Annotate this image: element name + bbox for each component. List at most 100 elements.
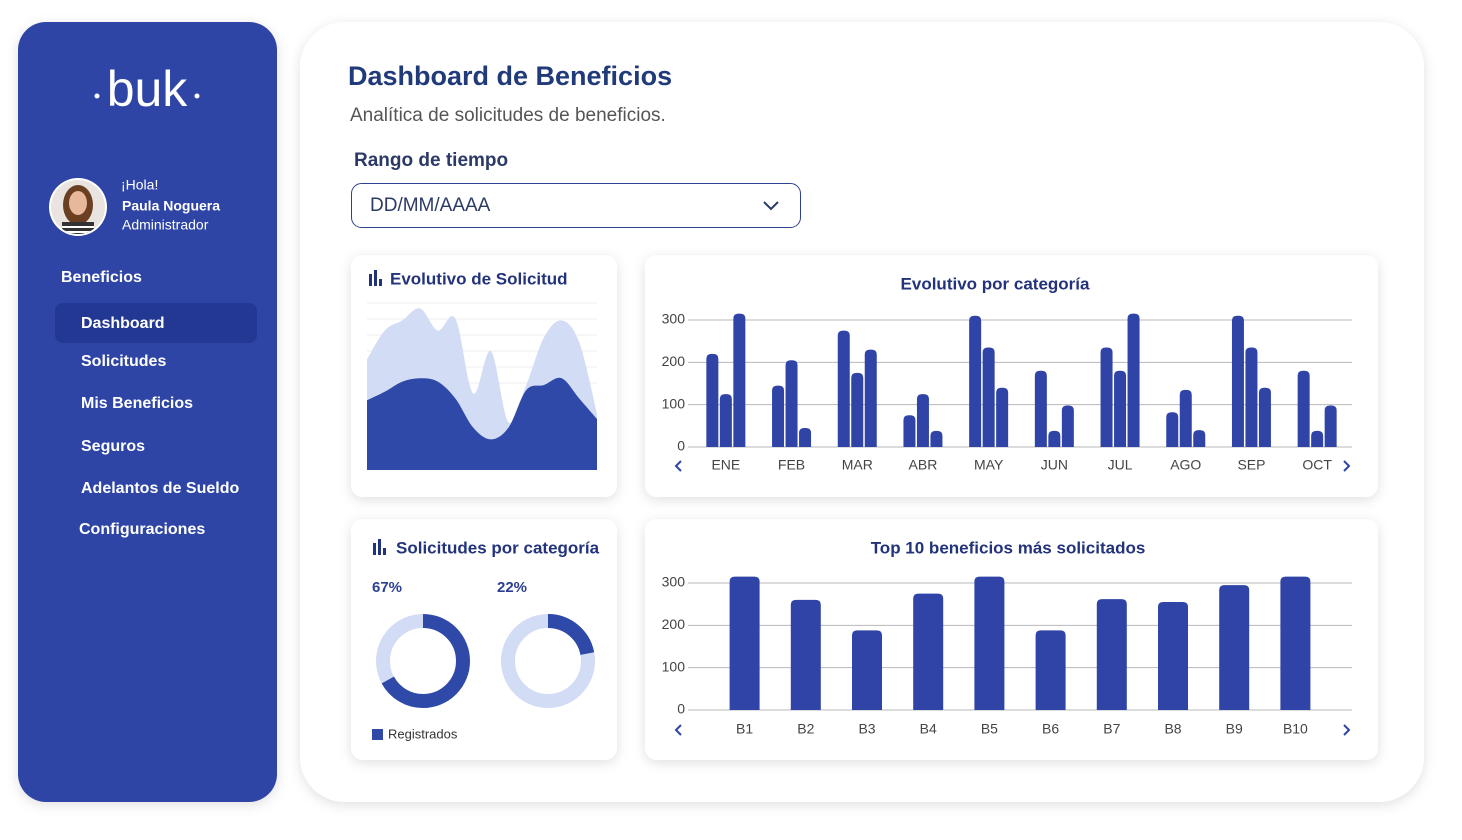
bar <box>916 394 929 447</box>
bar <box>729 576 760 710</box>
bar <box>1127 313 1140 447</box>
x-tick-label: ABR <box>909 457 938 473</box>
date-dropdown[interactable] <box>351 183 801 228</box>
bar <box>1231 315 1244 447</box>
user-name: Paula Noguera <box>122 198 220 214</box>
y-tick-label: 300 <box>662 574 686 590</box>
bar <box>1114 370 1127 447</box>
bar <box>790 599 821 710</box>
y-tick-label: 200 <box>662 353 686 369</box>
x-tick-label: B6 <box>1042 721 1059 737</box>
nav-section[interactable]: Beneficios <box>61 269 142 286</box>
page-title: Dashboard de Beneficios <box>348 61 672 91</box>
user-role: Administrador <box>122 217 209 233</box>
y-tick-label: 0 <box>677 438 685 454</box>
nav-item[interactable]: Configuraciones <box>79 521 205 538</box>
chart-title: Solicitudes por categoría <box>396 538 600 557</box>
legend-swatch <box>372 729 383 740</box>
logo-dot <box>94 93 100 99</box>
bar <box>851 372 864 447</box>
bar <box>852 630 882 710</box>
bar <box>1193 430 1206 447</box>
bar <box>1034 370 1047 447</box>
bar <box>903 415 916 447</box>
bar <box>982 347 995 447</box>
bar <box>1048 430 1061 447</box>
range-label: Rango de tiempo <box>354 150 508 171</box>
x-tick-label: B3 <box>858 721 875 737</box>
bar <box>930 430 943 447</box>
chart-title: Evolutivo por categoría <box>901 274 1090 293</box>
avatar <box>51 180 105 234</box>
bar <box>1258 387 1271 447</box>
nav-item[interactable]: Adelantos de Sueldo <box>81 480 239 497</box>
nav-item[interactable]: Solicitudes <box>81 353 166 370</box>
y-tick-label: 0 <box>677 701 685 717</box>
pager-arrows[interactable] <box>674 460 1351 736</box>
nav-active <box>55 303 257 343</box>
x-tick-label: B7 <box>1103 721 1120 737</box>
bar <box>719 394 732 447</box>
date-placeholder: DD/MM/AAAA <box>370 195 491 216</box>
donut-arc <box>376 614 470 708</box>
donut-arc <box>501 614 595 708</box>
bar <box>1280 576 1311 710</box>
value-label: 67% <box>372 579 402 596</box>
x-tick-label: SEP <box>1237 457 1265 473</box>
x-tick-label: B10 <box>1283 721 1308 737</box>
bar <box>1166 412 1179 447</box>
legend-label: Registrados <box>388 726 458 741</box>
x-tick-label: AGO <box>1170 457 1201 473</box>
x-tick-label: B5 <box>981 721 998 737</box>
bar <box>913 593 944 710</box>
x-tick-label: B1 <box>736 721 753 737</box>
chart-title: Top 10 beneficios más solicitados <box>871 538 1146 557</box>
area <box>367 377 597 470</box>
bar <box>1297 370 1310 447</box>
card <box>645 519 1378 760</box>
page-subtitle: Analítica de solicitudes de beneficios. <box>350 105 666 126</box>
bar <box>1061 405 1074 447</box>
y-tick-label: 100 <box>662 658 686 674</box>
bar <box>772 385 785 447</box>
bar <box>706 353 719 447</box>
bar <box>1096 599 1127 710</box>
bar <box>996 387 1009 447</box>
logo-dot <box>194 93 200 99</box>
x-tick-label: JUN <box>1041 457 1068 473</box>
bar <box>1324 405 1337 447</box>
x-tick-label: ENE <box>711 457 740 473</box>
bar <box>1158 602 1188 710</box>
y-tick-label: 300 <box>662 311 686 327</box>
bar <box>837 330 850 447</box>
bar <box>969 315 982 447</box>
chart-icon <box>373 539 386 555</box>
bar <box>1245 347 1258 447</box>
nav-item[interactable]: Seguros <box>81 438 145 455</box>
bar <box>974 576 1005 710</box>
x-tick-label: B4 <box>920 721 937 737</box>
x-tick-label: JUL <box>1108 457 1133 473</box>
dropdown-chevron[interactable] <box>763 201 779 211</box>
greeting: ¡Hola! <box>121 177 158 193</box>
bar <box>785 360 798 447</box>
bar <box>1219 585 1250 710</box>
x-tick-label: MAR <box>842 457 873 473</box>
chart-icon <box>369 270 382 286</box>
value-label: 22% <box>497 579 527 596</box>
bar <box>1311 430 1324 447</box>
bar <box>1179 389 1192 447</box>
chart-title: Evolutivo de Solicitud <box>390 269 568 288</box>
x-tick-label: B2 <box>797 721 814 737</box>
bar <box>799 427 812 447</box>
bar <box>1035 630 1066 710</box>
y-tick-label: 100 <box>662 395 686 411</box>
nav-item[interactable]: Mis Beneficios <box>81 395 193 412</box>
bar <box>864 349 877 447</box>
bar <box>733 313 746 447</box>
nav-item[interactable]: Dashboard <box>81 315 165 332</box>
x-tick-label: FEB <box>778 457 805 473</box>
x-tick-label: B9 <box>1226 721 1243 737</box>
